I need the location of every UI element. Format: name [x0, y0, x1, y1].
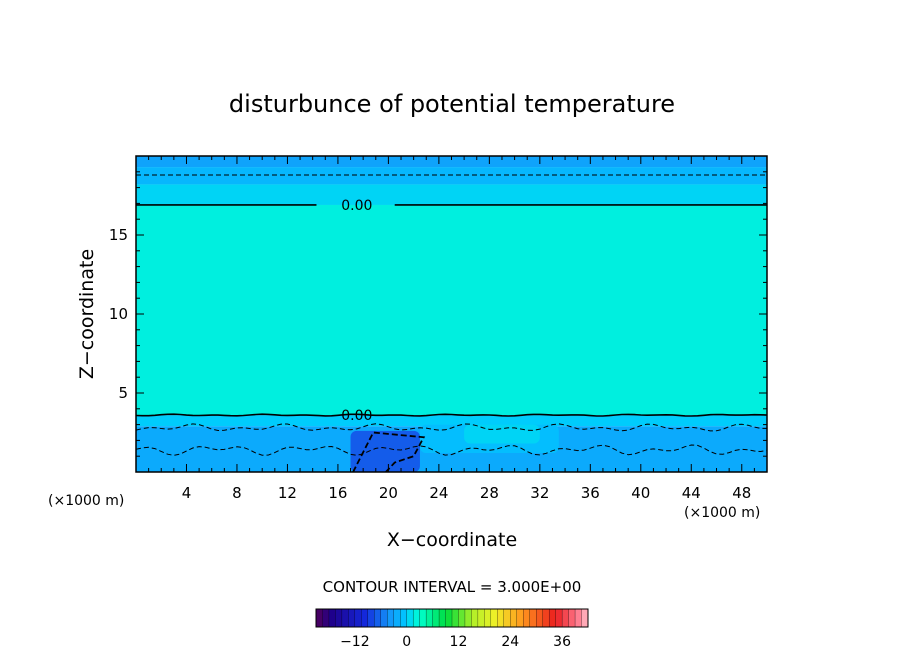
colorbar-cell: [542, 608, 550, 628]
colorbar-cell: [445, 608, 453, 628]
colorbar-frame: [315, 608, 589, 628]
colorbar-cell: [503, 608, 511, 628]
colorbar-cell: [458, 608, 466, 628]
colorbar-cell: [374, 608, 382, 628]
colorbar-cell: [361, 608, 369, 628]
x-tick-label: 44: [682, 484, 701, 502]
field-anomaly: [350, 430, 420, 472]
colorbar-cell: [574, 608, 582, 628]
x-tick-label: 8: [232, 484, 242, 502]
colorbar-cell: [438, 608, 446, 628]
colorbar-cell: [400, 608, 408, 628]
contour-label: 0.00: [341, 198, 372, 214]
y-tick-label: 5: [118, 384, 128, 402]
field-band: [136, 184, 767, 205]
x-tick-label: 36: [581, 484, 600, 502]
colorbar-cell: [529, 608, 537, 628]
colorbar-cell: [490, 608, 498, 628]
y-tick-label: 10: [109, 305, 128, 323]
colorbar-cell: [393, 608, 401, 628]
colorbar-cell: [471, 608, 479, 628]
x-unit-left: (×1000 m): [48, 493, 124, 509]
field-band: [136, 204, 767, 416]
colorbar-cell: [510, 608, 518, 628]
contour-interval-label: CONTOUR INTERVAL = 3.000E+00: [323, 578, 582, 596]
x-tick-label: 32: [530, 484, 549, 502]
colorbar-cell: [335, 608, 343, 628]
colorbar-cell: [425, 608, 434, 628]
colorbar-cell: [432, 608, 440, 628]
y-tick-label: 15: [109, 226, 128, 244]
colorbar-cell: [581, 608, 589, 628]
chart-title: disturbunce of potential temperature: [229, 90, 675, 118]
x-tick-label: 4: [182, 484, 192, 502]
colorbar-cell: [348, 608, 356, 628]
colorbar-cell: [322, 608, 330, 628]
colorbar-cell: [315, 608, 323, 628]
x-axis-label: X−coordinate: [387, 529, 517, 551]
colorbar-cell: [451, 608, 459, 628]
y-axis-label: Z−coordinate: [76, 249, 98, 379]
x-tick-label: 20: [379, 484, 398, 502]
contour-line-zero: [136, 413, 767, 417]
colorbar-tick-label: 36: [553, 634, 571, 650]
colorbar-cell: [516, 608, 524, 628]
x-tick-label: 12: [278, 484, 297, 502]
x-tick-label: 24: [429, 484, 448, 502]
contour-line-negative: [136, 444, 767, 456]
colorbar-cell: [387, 608, 395, 628]
colorbar-cell: [536, 608, 544, 628]
colorbar-tick-label: 12: [450, 634, 468, 650]
colorbar-cell: [341, 608, 349, 628]
colorbar-cell: [464, 608, 472, 628]
colorbar-cell: [548, 608, 557, 628]
field-band: [136, 156, 767, 168]
x-unit-right: (×1000 m): [684, 505, 760, 521]
colorbar-tick-label: −12: [340, 634, 370, 650]
colorbar-cell: [412, 608, 421, 628]
x-tick-label: 28: [480, 484, 499, 502]
colorbar-cell: [484, 608, 492, 628]
colorbar-cell: [477, 608, 485, 628]
colorbar-cell: [328, 608, 336, 628]
colorbar-cell: [406, 608, 414, 628]
contour-line-strong-negative: [352, 431, 426, 472]
contour-line-negative: [136, 423, 767, 432]
colorbar-cell: [523, 608, 531, 628]
contour-label: 0.00: [341, 408, 372, 424]
colorbar-cell: [568, 608, 576, 628]
colorbar-cell: [561, 608, 570, 628]
colorbar-tick-label: 24: [501, 634, 519, 650]
colorbar-cell: [419, 608, 427, 628]
x-tick-label: 40: [631, 484, 650, 502]
colorbar-cell: [497, 608, 505, 628]
colorbar-cell: [380, 608, 388, 628]
field-band: [136, 167, 767, 185]
colorbar-tick-label: 0: [402, 634, 411, 650]
colorbar-cell: [354, 608, 362, 628]
field-anomaly: [464, 424, 540, 444]
colorbar-cell: [555, 608, 563, 628]
colorbar-cell: [367, 608, 375, 628]
x-tick-label: 48: [732, 484, 751, 502]
field-band: [136, 415, 767, 427]
x-tick-label: 16: [328, 484, 347, 502]
